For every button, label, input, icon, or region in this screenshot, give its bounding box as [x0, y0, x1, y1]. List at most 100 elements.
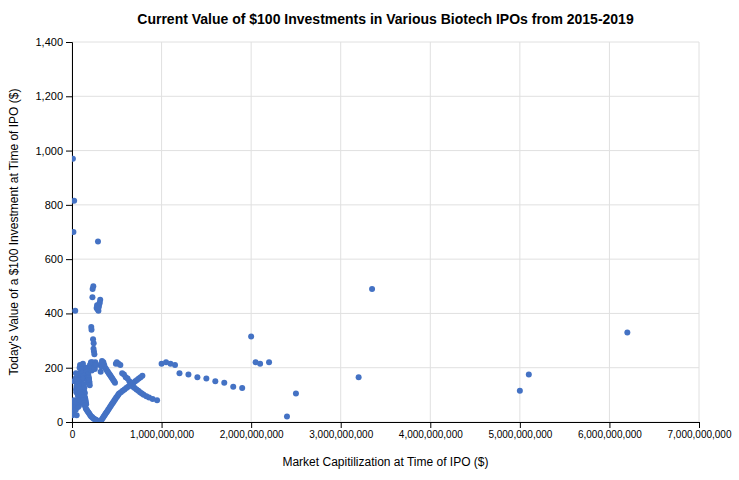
- x-tick-label: 0: [70, 429, 76, 440]
- point: [194, 374, 200, 380]
- point: [89, 327, 95, 333]
- y-tick: 0: [57, 416, 72, 428]
- point: [212, 378, 218, 384]
- x-tick: 6,000,000,000: [578, 422, 642, 440]
- grid-line-x: [699, 42, 700, 422]
- point: [112, 380, 118, 386]
- y-tick-label: 800: [45, 199, 63, 211]
- x-tick: 4,000,000,000: [399, 422, 463, 440]
- y-tick-mark: [66, 422, 72, 423]
- y-tick: 1,400: [35, 36, 72, 48]
- x-tick-mark: [430, 422, 431, 428]
- point: [73, 370, 79, 376]
- point: [526, 372, 532, 378]
- y-tick-mark: [66, 368, 72, 369]
- x-tick: 5,000,000,000: [488, 422, 552, 440]
- point: [624, 329, 630, 335]
- x-tick-label: 7,000,000,000: [668, 429, 732, 440]
- point: [185, 372, 191, 378]
- point: [117, 362, 123, 368]
- x-tick-mark: [162, 422, 163, 428]
- grid-line-y: [72, 42, 699, 43]
- point: [91, 351, 97, 357]
- point: [517, 388, 523, 394]
- grid: [72, 42, 699, 422]
- y-tick-label: 1,000: [35, 145, 63, 157]
- point: [87, 382, 93, 388]
- x-tick-label: 5,000,000,000: [488, 429, 552, 440]
- point: [293, 391, 299, 397]
- point: [97, 297, 103, 303]
- point: [203, 376, 209, 382]
- point: [221, 380, 227, 386]
- grid-line-y: [72, 313, 699, 314]
- grid-line-y: [72, 367, 699, 368]
- point: [239, 385, 245, 391]
- point: [139, 373, 145, 379]
- y-tick-label: 1,200: [35, 90, 63, 102]
- grid-line-y: [72, 259, 699, 260]
- y-tick-label: 0: [57, 416, 63, 428]
- grid-line-y: [72, 204, 699, 205]
- y-tick-mark: [66, 151, 72, 152]
- point: [369, 286, 375, 292]
- point: [91, 340, 97, 346]
- x-tick-label: 4,000,000,000: [399, 429, 463, 440]
- grid-line-y: [72, 96, 699, 97]
- grid-line-x: [430, 42, 431, 422]
- point: [72, 198, 77, 204]
- x-tick-label: 2,000,000,000: [220, 429, 284, 440]
- point: [72, 229, 76, 235]
- point: [257, 361, 263, 367]
- y-tick-mark: [66, 259, 72, 260]
- point: [266, 359, 272, 365]
- y-axis: 0 200 400 600 800 1,000 1,200 1,400: [35, 36, 72, 428]
- point: [74, 412, 80, 418]
- y-tick-mark: [66, 96, 72, 97]
- grid-line-x: [519, 42, 520, 422]
- grid-line-x: [609, 42, 610, 422]
- x-tick: 0: [70, 422, 76, 440]
- grid-line-y: [72, 150, 699, 151]
- point: [90, 283, 96, 289]
- point: [230, 384, 236, 390]
- x-tick-mark: [251, 422, 252, 428]
- x-axis: 0 1,000,000,000 2,000,000,000 3,000,000,000…: [70, 422, 732, 440]
- x-tick-mark: [520, 422, 521, 428]
- x-axis-line: [73, 423, 700, 429]
- point: [154, 397, 160, 403]
- y-tick-label: 200: [45, 362, 63, 374]
- y-tick: 400: [45, 307, 72, 319]
- y-tick-mark: [66, 205, 72, 206]
- point: [176, 370, 182, 376]
- y-tick-mark: [66, 42, 72, 43]
- x-tick-label: 3,000,000,000: [309, 429, 373, 440]
- x-tick-label: 1,000,000,000: [130, 429, 194, 440]
- y-tick: 600: [45, 253, 72, 265]
- x-tick: 7,000,000,000: [668, 422, 732, 440]
- x-tick: 2,000,000,000: [220, 422, 284, 440]
- point: [172, 362, 178, 368]
- y-tick-label: 1,400: [35, 36, 63, 48]
- y-tick-label: 600: [45, 253, 63, 265]
- point: [356, 374, 362, 380]
- x-axis-title: Market Capitilization at Time of IPO ($): [282, 455, 488, 469]
- point: [95, 239, 101, 245]
- x-tick: 1,000,000,000: [130, 422, 194, 440]
- x-tick: 3,000,000,000: [309, 422, 373, 440]
- x-tick-mark: [341, 422, 342, 428]
- y-tick: 1,000: [35, 145, 72, 157]
- plot-area: 0 1,000,000,000 2,000,000,000 3,000,000,000…: [35, 36, 731, 440]
- y-tick: 200: [45, 362, 72, 374]
- y-axis-line: [66, 43, 73, 423]
- y-tick-mark: [66, 313, 72, 314]
- point: [89, 294, 95, 300]
- point: [72, 308, 78, 314]
- x-tick-mark: [699, 422, 700, 428]
- point: [72, 156, 76, 162]
- x-tick-mark: [609, 422, 610, 428]
- title: Current Value of $100 Investments in Var…: [137, 11, 634, 27]
- grid-line-x: [340, 42, 341, 422]
- chart: 0 1,000,000,000 2,000,000,000 3,000,000,000…: [0, 0, 739, 480]
- y-tick: 1,200: [35, 90, 72, 102]
